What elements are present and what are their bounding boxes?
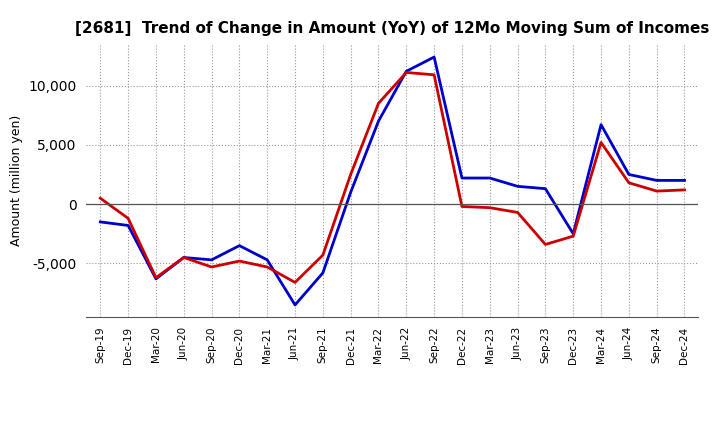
Y-axis label: Amount (million yen): Amount (million yen) xyxy=(10,115,23,246)
Net Income xyxy=(152,275,161,280)
Net Income xyxy=(485,205,494,210)
Title: [2681]  Trend of Change in Amount (YoY) of 12Mo Moving Sum of Incomes: [2681] Trend of Change in Amount (YoY) o… xyxy=(75,21,710,36)
Ordinary Income xyxy=(402,69,410,74)
Ordinary Income xyxy=(624,172,633,177)
Net Income xyxy=(235,258,243,264)
Net Income xyxy=(541,242,550,247)
Ordinary Income xyxy=(485,176,494,181)
Ordinary Income xyxy=(652,178,661,183)
Ordinary Income xyxy=(96,219,104,224)
Ordinary Income xyxy=(458,176,467,181)
Ordinary Income xyxy=(318,270,327,275)
Line: Net Income: Net Income xyxy=(100,73,685,282)
Net Income xyxy=(624,180,633,185)
Net Income xyxy=(207,264,216,270)
Net Income xyxy=(680,187,689,193)
Net Income xyxy=(263,264,271,270)
Ordinary Income xyxy=(346,190,355,195)
Ordinary Income xyxy=(430,55,438,60)
Net Income xyxy=(513,210,522,215)
Net Income xyxy=(569,234,577,239)
Ordinary Income xyxy=(179,255,188,260)
Net Income xyxy=(318,253,327,258)
Ordinary Income xyxy=(541,186,550,191)
Ordinary Income xyxy=(513,183,522,189)
Ordinary Income xyxy=(680,178,689,183)
Net Income xyxy=(458,204,467,209)
Ordinary Income xyxy=(263,257,271,263)
Ordinary Income xyxy=(124,223,132,228)
Net Income xyxy=(402,70,410,75)
Ordinary Income xyxy=(374,118,383,124)
Ordinary Income xyxy=(207,257,216,263)
Ordinary Income xyxy=(569,231,577,236)
Net Income xyxy=(652,188,661,194)
Net Income xyxy=(374,101,383,106)
Net Income xyxy=(124,216,132,221)
Net Income xyxy=(291,280,300,285)
Net Income xyxy=(597,140,606,145)
Legend: Ordinary Income, Net Income: Ordinary Income, Net Income xyxy=(248,438,536,440)
Line: Ordinary Income: Ordinary Income xyxy=(100,57,685,305)
Ordinary Income xyxy=(291,302,300,308)
Ordinary Income xyxy=(597,122,606,127)
Net Income xyxy=(430,72,438,77)
Net Income xyxy=(179,255,188,260)
Ordinary Income xyxy=(152,276,161,282)
Net Income xyxy=(96,195,104,201)
Net Income xyxy=(346,172,355,177)
Ordinary Income xyxy=(235,243,243,248)
